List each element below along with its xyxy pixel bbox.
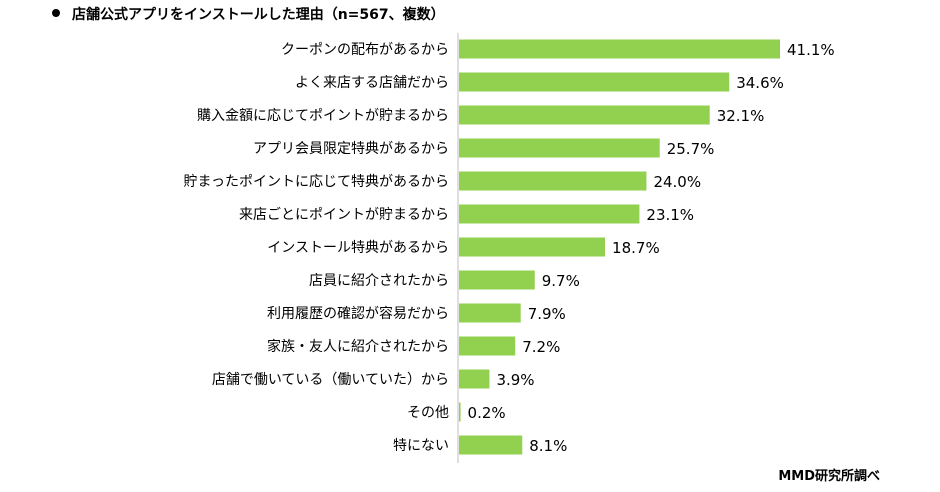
category-label: 貯まったポイントに応じて特典があるから bbox=[184, 174, 449, 190]
value-label: 32.1% bbox=[717, 107, 765, 125]
chart-title: 店舗公式アプリをインストールした理由（n=567、複数） bbox=[52, 4, 445, 24]
value-label: 18.7% bbox=[612, 239, 660, 257]
category-label: 利用履歴の確認が容易だから bbox=[267, 305, 449, 322]
category-label: クーポンの配布があるから bbox=[281, 42, 449, 58]
bar bbox=[459, 105, 710, 125]
bar bbox=[459, 435, 523, 455]
bar bbox=[459, 72, 730, 92]
bar bbox=[459, 171, 647, 191]
value-label: 24.0% bbox=[653, 173, 701, 191]
chart-title-text: 店舗公式アプリをインストールした理由（n=567、複数） bbox=[72, 7, 445, 23]
value-label: 3.9% bbox=[496, 371, 534, 389]
category-label: 購入金額に応じてポイントが貯まるから bbox=[197, 108, 449, 124]
bar bbox=[459, 369, 490, 389]
bar bbox=[459, 204, 640, 224]
category-label: 店員に紹介されたから bbox=[309, 273, 449, 289]
category-label: 来店ごとにポイントが貯まるから bbox=[239, 207, 449, 223]
bar bbox=[459, 336, 516, 356]
value-label: 8.1% bbox=[529, 437, 567, 455]
bar bbox=[459, 237, 606, 257]
value-label: 23.1% bbox=[646, 206, 694, 224]
category-label: その他 bbox=[407, 405, 449, 421]
bar bbox=[459, 138, 660, 158]
value-label: 7.2% bbox=[522, 338, 560, 356]
bullet-icon bbox=[52, 9, 60, 17]
value-label: 0.2% bbox=[468, 404, 506, 422]
category-label: アプリ会員限定特典があるから bbox=[253, 141, 449, 157]
bar bbox=[459, 402, 461, 422]
category-label: 家族・友人に紹介されたから bbox=[267, 338, 449, 355]
value-label: 34.6% bbox=[736, 74, 784, 92]
category-label: 店舗で働いている（働いていた）から bbox=[212, 372, 449, 388]
value-label: 41.1% bbox=[787, 41, 835, 59]
category-label: よく来店する店舗だから bbox=[295, 75, 449, 91]
bar bbox=[459, 39, 780, 59]
bar bbox=[459, 270, 535, 290]
value-label: 9.7% bbox=[542, 272, 580, 290]
category-label: 特にない bbox=[393, 438, 449, 454]
category-label: インストール特典があるから bbox=[267, 240, 449, 256]
source-note: MMD研究所調べ bbox=[778, 469, 880, 484]
bar bbox=[459, 303, 521, 323]
value-label: 25.7% bbox=[667, 140, 715, 158]
value-label: 7.9% bbox=[528, 305, 566, 323]
